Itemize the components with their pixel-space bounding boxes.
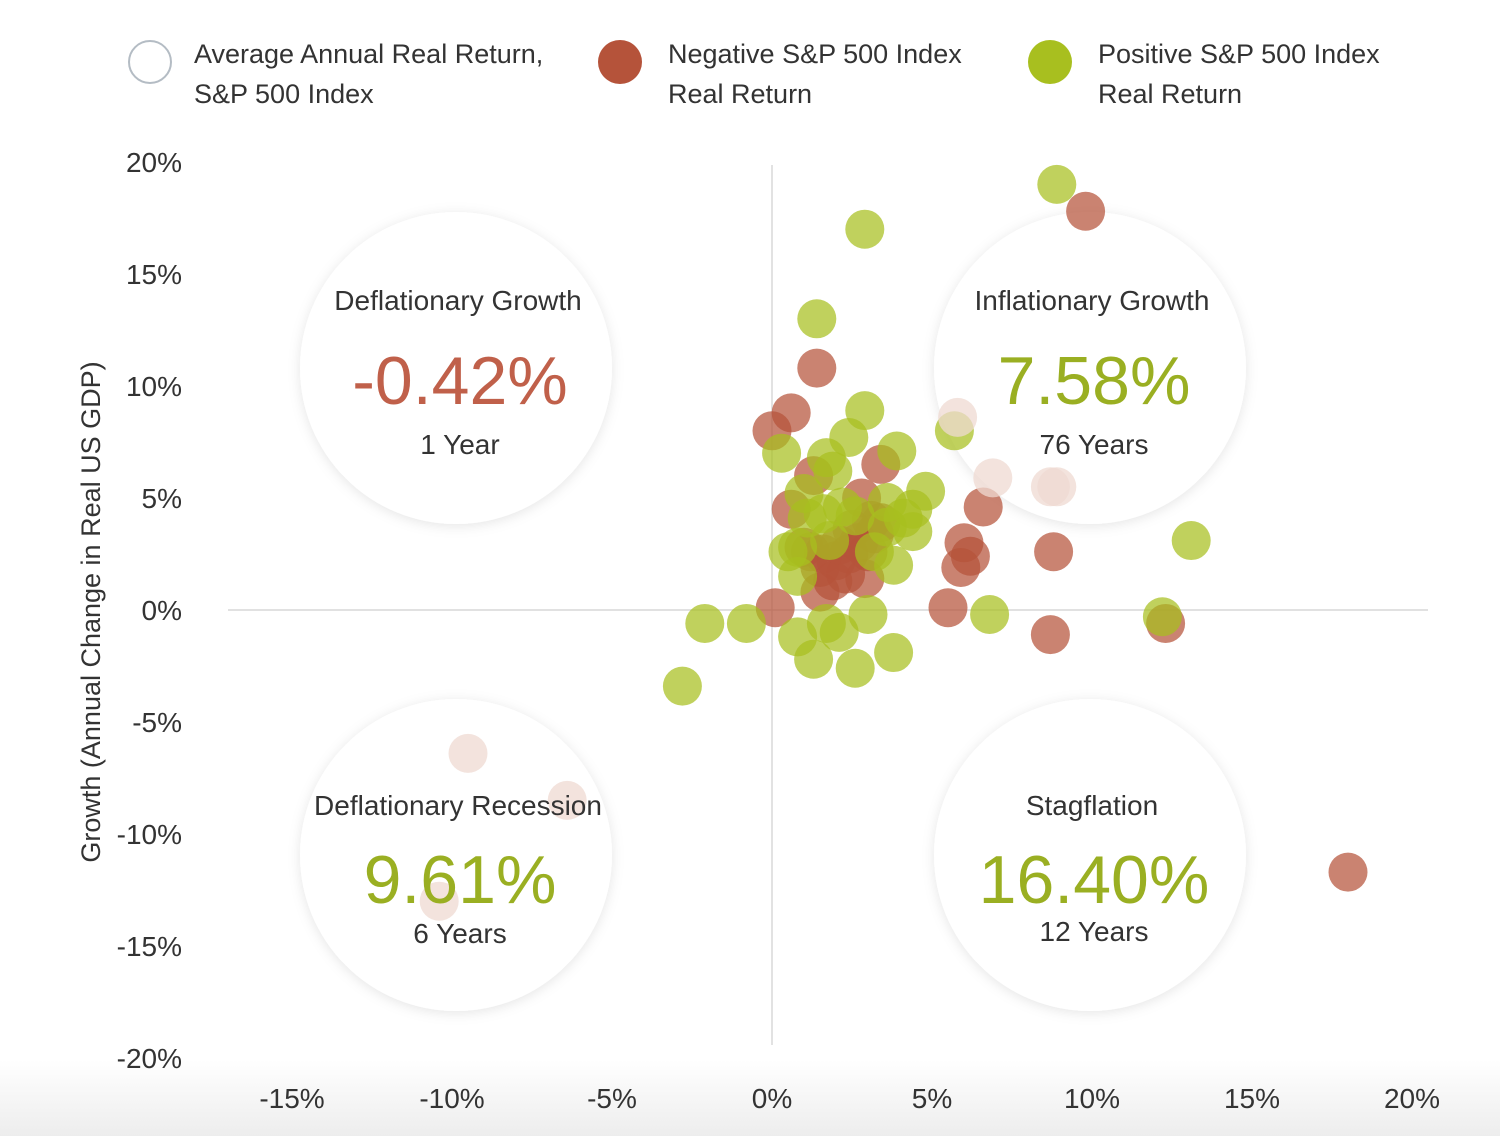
positive-point — [778, 556, 818, 596]
faded-point — [973, 458, 1013, 498]
y-tick-label: -20% — [117, 1043, 182, 1074]
positive-point — [726, 603, 766, 643]
quadrant-title: Stagflation — [1026, 790, 1158, 821]
quadrant-years: 6 Years — [413, 918, 506, 949]
legend-label-negative: Negative S&P 500 Index Real Return — [668, 39, 962, 109]
negative-point — [1034, 532, 1074, 572]
legend: Average Annual Real Return, S&P 500 Index… — [0, 0, 1500, 130]
positive-point — [784, 474, 824, 514]
x-tick-label: -15% — [259, 1083, 324, 1114]
x-tick-label: -10% — [419, 1083, 484, 1114]
quadrant-return-value: 9.61% — [364, 842, 557, 918]
quadrant-title: Inflationary Growth — [975, 285, 1210, 316]
axes: -15% -10% -5% 0% 5% 10% 15% 20% 20% 15% 10% 5% 0% -5%… — [76, 147, 1440, 1114]
quadrant-bubble-4 — [934, 699, 1246, 1011]
positive-point — [835, 496, 875, 536]
legend-swatch-negative — [598, 40, 642, 84]
y-tick-label: 5% — [142, 483, 182, 514]
positive-point — [877, 431, 917, 471]
positive-point — [970, 594, 1010, 634]
quadrant-bubble-2 — [934, 212, 1246, 524]
quadrant-bubbles — [300, 212, 1246, 1011]
positive-point — [819, 612, 859, 652]
negative-point — [1066, 191, 1106, 231]
quadrant-return-value: 16.40% — [979, 842, 1210, 918]
y-tick-label: -15% — [117, 931, 182, 962]
y-tick-label: 0% — [142, 595, 182, 626]
positive-point — [1171, 521, 1211, 561]
quadrant-return-value: 7.58% — [998, 343, 1191, 419]
legend-label-positive: Positive S&P 500 Index Real Return — [1098, 39, 1380, 109]
faded-point — [938, 397, 978, 437]
y-axis-title: Growth (Annual Change in Real US GDP) — [76, 361, 106, 862]
x-tick-label: 5% — [912, 1083, 952, 1114]
quadrant-bubble-1 — [300, 212, 612, 524]
y-tick-label: 20% — [126, 147, 182, 178]
negative-point — [928, 588, 968, 628]
positive-point — [662, 666, 702, 706]
positive-point — [794, 639, 834, 679]
x-tick-label: 15% — [1224, 1083, 1280, 1114]
negative-point — [941, 547, 981, 587]
quadrant-labels: Deflationary Growth -0.42% 1 Year Inflation… — [314, 285, 1209, 949]
quadrant-years: 1 Year — [420, 429, 499, 460]
faded-point — [1037, 467, 1077, 507]
positive-point — [1037, 164, 1077, 204]
faded-point — [419, 881, 459, 921]
negative-point — [797, 348, 837, 388]
negative-point — [1030, 615, 1070, 655]
y-tick-label: 15% — [126, 259, 182, 290]
positive-point — [874, 545, 914, 585]
quadrant-years: 76 Years — [1040, 429, 1149, 460]
quadrant-title: Deflationary Recession — [314, 790, 602, 821]
x-tick-label: 10% — [1064, 1083, 1120, 1114]
negative-point — [755, 588, 795, 628]
positive-point — [835, 648, 875, 688]
negative-point — [1328, 852, 1368, 892]
positive-point — [1142, 597, 1182, 637]
positive-point — [848, 594, 888, 634]
legend-label-average: Average Annual Real Return, S&P 500 Index — [194, 39, 544, 109]
quadrant-years: 12 Years — [1040, 916, 1149, 947]
positive-point — [797, 299, 837, 339]
positive-point — [874, 633, 914, 673]
legend-swatch-outline — [128, 40, 172, 84]
positive-point — [845, 209, 885, 249]
faded-point — [448, 733, 488, 773]
y-tick-label: -10% — [117, 819, 182, 850]
x-tick-label: -5% — [587, 1083, 637, 1114]
positive-point — [685, 603, 725, 643]
legend-swatch-positive — [1028, 40, 1072, 84]
y-tick-label: 10% — [126, 371, 182, 402]
quadrant-return-value: -0.42% — [352, 343, 567, 419]
x-tick-label: 20% — [1384, 1083, 1440, 1114]
positive-point — [813, 451, 853, 491]
positive-point — [762, 433, 802, 473]
y-tick-label: -5% — [132, 707, 182, 738]
positive-point — [867, 482, 907, 522]
quadrant-bubble-3 — [300, 699, 612, 1011]
x-tick-label: 0% — [752, 1083, 792, 1114]
faded-point — [547, 780, 587, 820]
bottom-shade — [0, 1060, 1500, 1136]
positive-point — [810, 521, 850, 561]
data-points — [419, 164, 1368, 921]
quadrant-title: Deflationary Growth — [334, 285, 581, 316]
